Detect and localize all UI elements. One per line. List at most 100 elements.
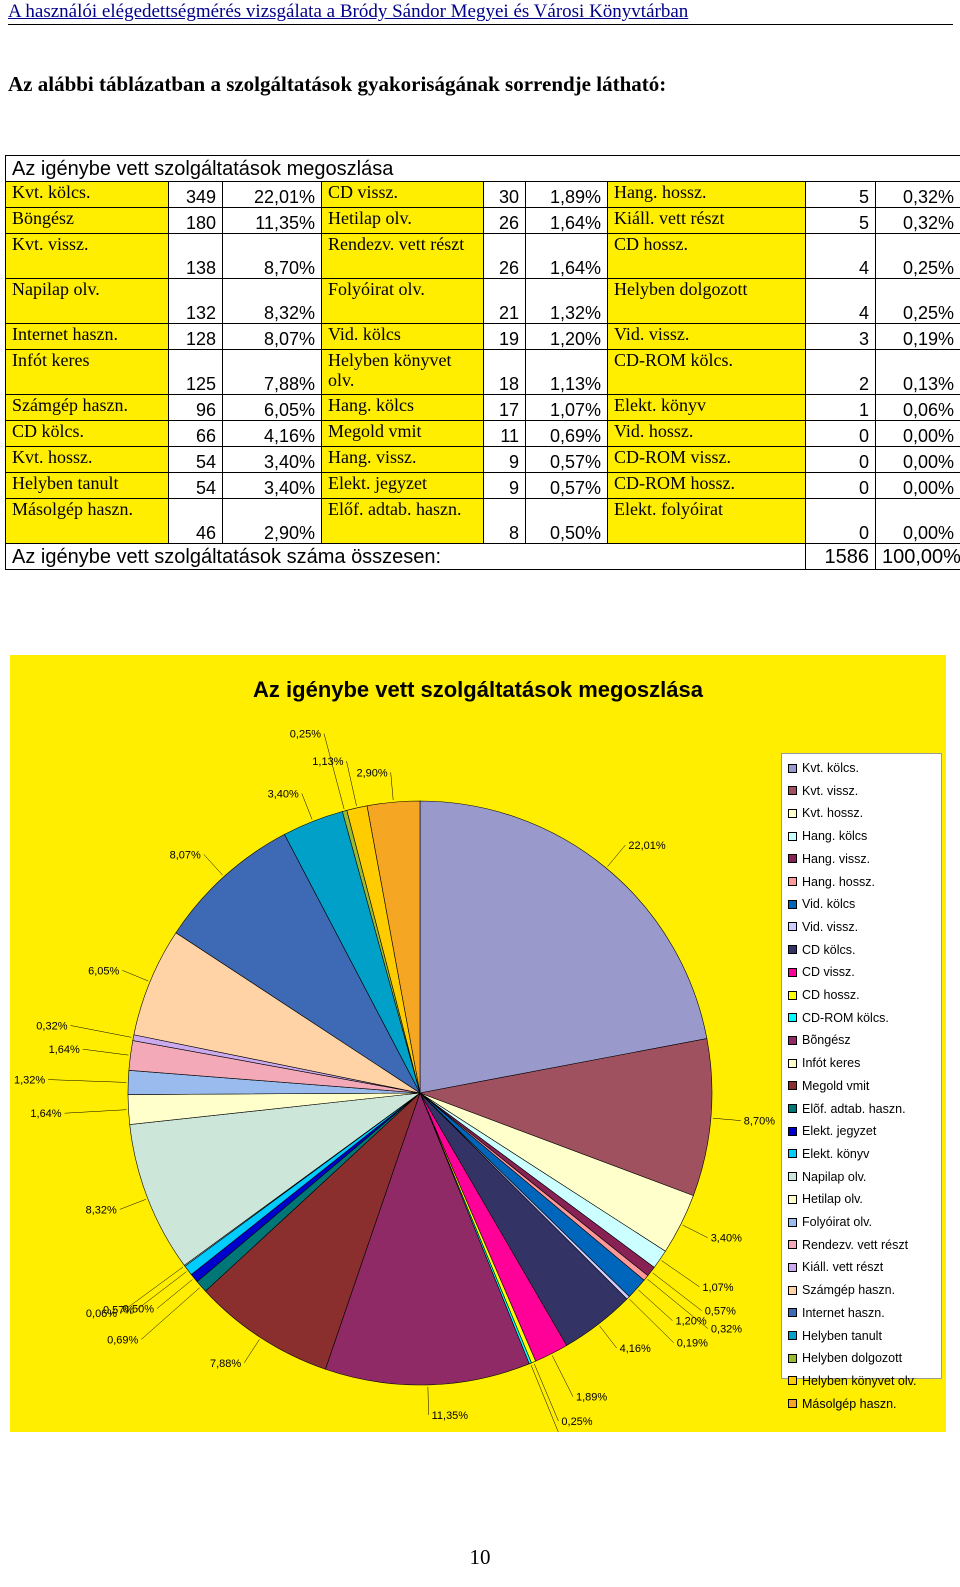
service-name-cell: Napilap olv.	[5, 278, 169, 324]
percent-cell: 0,32%	[874, 181, 960, 208]
percent-cell: 0,19%	[874, 323, 960, 350]
legend-swatch	[788, 1035, 797, 1045]
slice-label: 0,25%	[290, 729, 321, 741]
service-name-cell: CD-ROM kölcs.	[607, 349, 806, 395]
legend-label: Bõngész	[802, 1033, 851, 1048]
legend-item: Napilap olv.	[788, 1169, 866, 1185]
pie-slice	[366, 800, 421, 1094]
legend-swatch	[788, 967, 797, 977]
service-name-cell: Másolgép haszn.	[5, 498, 169, 544]
service-name-cell: Hetilap olv.	[321, 207, 484, 234]
legend-swatch	[788, 1399, 797, 1409]
leader-line	[534, 1363, 559, 1422]
leader-line	[346, 760, 357, 806]
table-row: CD kölcs. 66 4,16% Megold vmit 11 0,69% Vid. h…	[5, 420, 960, 447]
legend-item: Hang. kölcs	[788, 828, 867, 844]
table-row: Napilap olv. 132 8,32% Folyóirat olv. 21 1,32…	[5, 278, 960, 324]
count-cell: 128	[168, 323, 223, 350]
legend-swatch	[788, 1104, 797, 1113]
percent-cell: 0,00%	[874, 420, 960, 447]
table-row: Kvt. kölcs. 349 22,01% CD vissz. 30 1,89% Hang…	[5, 181, 960, 208]
legend-item: Internet haszn.	[788, 1305, 885, 1321]
service-name-cell: Hang. vissz.	[321, 446, 484, 473]
slice-label: 1,13%	[312, 756, 343, 768]
slice-label: 7,88%	[210, 1358, 241, 1370]
legend-swatch	[788, 1081, 797, 1091]
leader-line	[661, 1260, 700, 1288]
header-title[interactable]: A használói elégedettségmérés vizsgálata…	[8, 1, 689, 22]
leader-line	[652, 1272, 702, 1311]
pie-slice	[129, 1092, 422, 1266]
leader-line	[48, 1079, 127, 1083]
percent-cell: 8,07%	[222, 323, 322, 350]
legend-item: Helyben dolgozott	[788, 1350, 902, 1366]
legend-label: Megold vmit	[802, 1078, 870, 1093]
legend-item: CD kölcs.	[788, 942, 855, 958]
legend-item: Elekt. jegyzet	[788, 1123, 876, 1139]
legend-label: Hang. kölcs	[802, 829, 868, 844]
services-table: Az igénybe vett szolgáltatások megoszlás…	[4, 155, 960, 570]
legend-label: Kiáll. vett részt	[802, 1260, 884, 1275]
percent-cell: 3,40%	[222, 446, 322, 473]
slice-label: 2,90%	[356, 767, 387, 779]
percent-cell: 3,40%	[222, 472, 322, 499]
count-cell: 5	[805, 207, 876, 234]
pie-slice	[205, 1092, 421, 1370]
legend-item: Megold vmit	[788, 1078, 869, 1094]
leader-line	[323, 733, 345, 810]
count-cell: 5	[805, 181, 876, 208]
slice-label: 8,07%	[170, 849, 201, 861]
legend-label: Vid. kölcs	[802, 897, 856, 912]
slice-label: 0,57%	[103, 1304, 134, 1316]
percent-cell: 1,20%	[525, 323, 608, 350]
legend-swatch	[788, 1353, 797, 1363]
count-cell: 1	[805, 394, 876, 421]
document-header: A használói elégedettségmérés vizsgálata…	[8, 0, 953, 25]
count-cell: 26	[483, 233, 526, 279]
legend-item: Hang. vissz.	[788, 851, 870, 867]
pie-slice	[325, 1092, 530, 1386]
percent-cell: 7,88%	[222, 349, 322, 395]
legend-swatch	[788, 1262, 797, 1272]
service-name-cell: Hang. hossz.	[607, 181, 806, 208]
legend-item: Vid. vissz.	[788, 919, 858, 935]
legend-item: Bõngész	[788, 1032, 851, 1048]
legend-label: Hang. vissz.	[802, 851, 871, 866]
count-cell: 0	[805, 498, 876, 544]
legend-label: CD kölcs.	[802, 942, 856, 957]
leader-line	[647, 1279, 709, 1329]
service-name-cell: Elekt. jegyzet	[321, 472, 484, 499]
leader-line	[119, 1199, 146, 1210]
slice-label: 3,40%	[268, 789, 299, 801]
count-cell: 0	[805, 420, 876, 447]
leader-line	[141, 1287, 200, 1340]
percent-cell: 1,64%	[525, 207, 608, 234]
slice-label: 0,06%	[86, 1308, 117, 1320]
service-name-cell: Böngész	[5, 207, 169, 234]
percent-cell: 0,13%	[874, 349, 960, 395]
legend-item: Kvt. hossz.	[788, 805, 863, 821]
legend-label: Elekt. könyv	[802, 1146, 870, 1161]
legend-item: Helyben tanult	[788, 1328, 882, 1344]
leader-line	[119, 1266, 184, 1314]
legend-label: Internet haszn.	[802, 1305, 885, 1320]
count-cell: 17	[483, 394, 526, 421]
legend-label: CD-ROM kölcs.	[802, 1010, 889, 1025]
legend-item: Folyóirat olv.	[788, 1214, 872, 1230]
count-cell: 4	[805, 278, 876, 324]
service-name-cell: Vid. kölcs	[321, 323, 484, 350]
slice-label: 22,01%	[628, 840, 666, 852]
slice-label: 3,40%	[711, 1233, 742, 1245]
count-cell: 21	[483, 278, 526, 324]
legend-swatch	[788, 854, 797, 864]
legend-label: Kvt. hossz.	[802, 806, 864, 821]
leader-line	[243, 1339, 260, 1363]
percent-cell: 11,35%	[222, 207, 322, 234]
count-cell: 30	[483, 181, 526, 208]
pie-slice	[418, 1038, 713, 1197]
legend-label: Hetilap olv.	[802, 1192, 863, 1207]
slice-label: 1,89%	[576, 1392, 607, 1404]
slice-label: 8,32%	[86, 1204, 117, 1216]
count-cell: 4	[805, 233, 876, 279]
percent-cell: 8,70%	[222, 233, 322, 279]
